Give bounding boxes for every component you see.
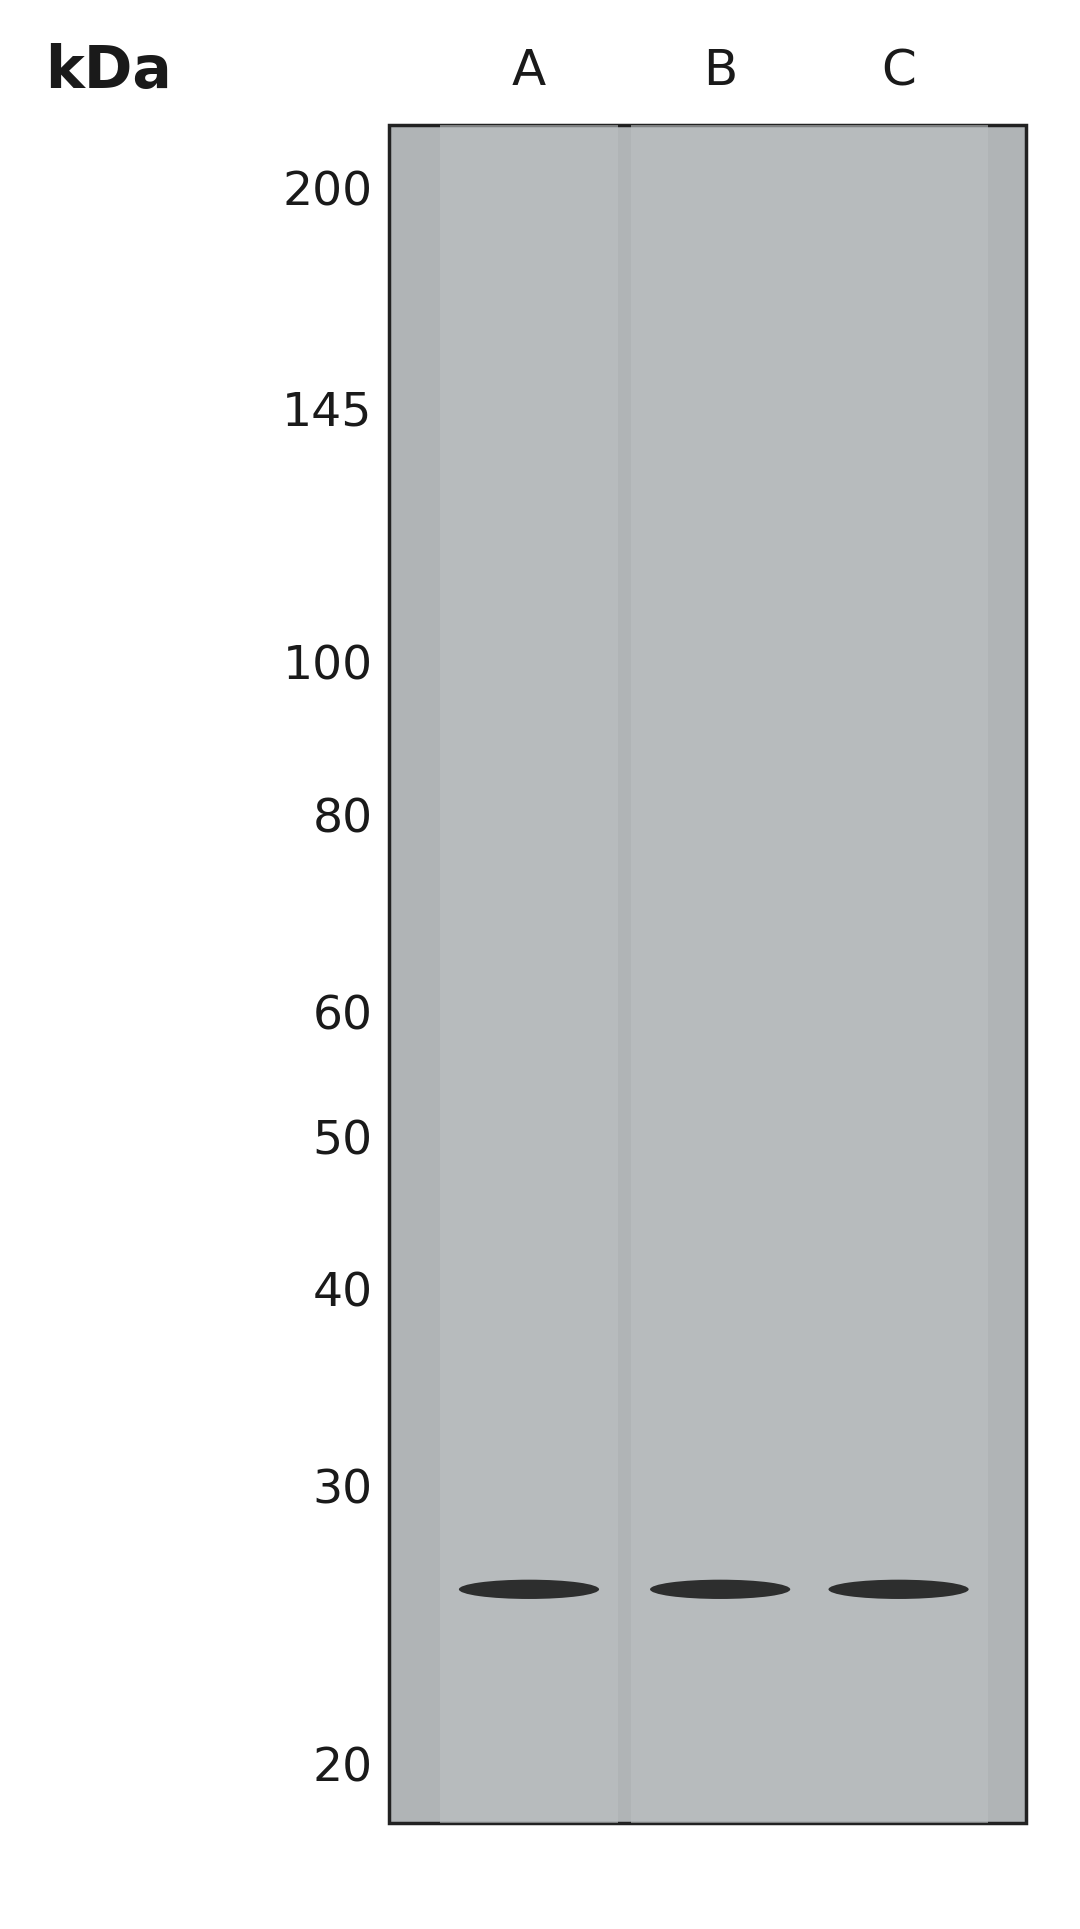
Bar <box>389 125 1026 1823</box>
Text: 30: 30 <box>312 1468 373 1514</box>
Text: 200: 200 <box>283 170 373 216</box>
Text: 100: 100 <box>283 644 373 691</box>
Text: kDa: kDa <box>44 42 172 100</box>
Bar <box>440 125 618 1823</box>
Text: 80: 80 <box>312 797 373 843</box>
Ellipse shape <box>650 1580 791 1599</box>
Text: 40: 40 <box>312 1271 373 1318</box>
Ellipse shape <box>828 1580 969 1599</box>
Bar <box>809 125 988 1823</box>
Text: 20: 20 <box>312 1746 373 1792</box>
Text: B: B <box>703 48 738 95</box>
Text: 50: 50 <box>312 1119 373 1165</box>
Bar <box>631 125 809 1823</box>
Text: C: C <box>881 48 916 95</box>
Text: 60: 60 <box>312 995 373 1040</box>
Ellipse shape <box>459 1580 599 1599</box>
Text: 145: 145 <box>282 390 373 436</box>
Text: A: A <box>512 48 546 95</box>
